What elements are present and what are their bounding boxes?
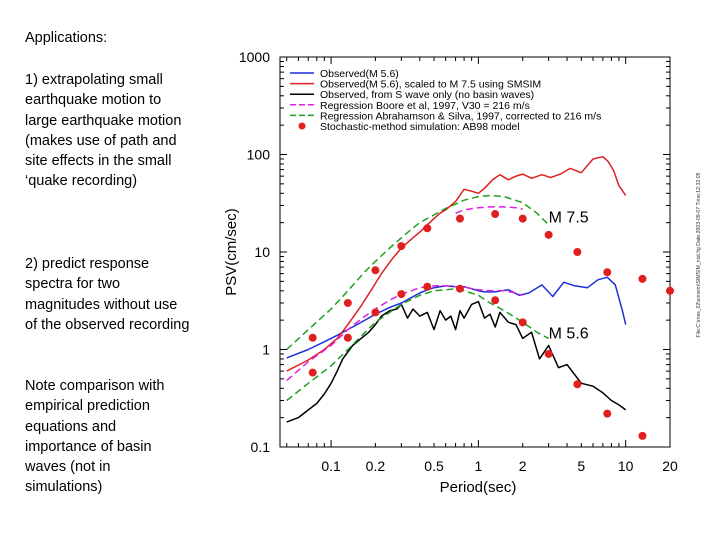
x-tick-label: 0.1 xyxy=(321,458,341,474)
series-line xyxy=(455,206,523,214)
series-group xyxy=(286,155,674,440)
data-point xyxy=(423,282,432,291)
data-point xyxy=(518,214,527,223)
y-tick-labels: 0.1 1 10 100 1000 xyxy=(239,49,270,455)
data-point xyxy=(455,284,464,293)
series-line xyxy=(286,194,550,351)
applications-heading: Applications: xyxy=(25,30,108,46)
legend-label: Observed(M 5.6) xyxy=(320,68,399,80)
x-tick-label: 0.2 xyxy=(366,458,386,474)
data-point xyxy=(638,431,647,440)
data-point xyxy=(343,333,352,342)
axis-ticks xyxy=(280,57,671,448)
x-tick-labels: 0.1 0.2 0.5 1 2 5 10 20 xyxy=(321,458,678,474)
annotation-m56: M 5.6 xyxy=(549,325,589,342)
y-tick-label: 10 xyxy=(254,244,270,260)
x-tick-label: 10 xyxy=(618,458,634,474)
data-point xyxy=(343,298,352,307)
data-point xyxy=(573,248,582,256)
series-line xyxy=(286,300,627,423)
point-2-text: 2) predict response spectra for two magn… xyxy=(25,254,190,335)
y-axis-label: PSV(cm/sec) xyxy=(223,208,240,296)
data-point xyxy=(371,266,380,275)
series-line xyxy=(286,155,627,372)
note-text: Note comparison with empirical predictio… xyxy=(25,376,190,498)
x-tick-label: 5 xyxy=(577,458,585,474)
annotation-m75: M 7.5 xyxy=(549,210,589,227)
point-1: 1) extrapolating small earthquake motion… xyxy=(25,72,182,190)
point-2: 2) predict response spectra for two magn… xyxy=(25,256,190,333)
data-point xyxy=(491,296,500,305)
data-point xyxy=(491,210,500,219)
legend-label: Stochastic-method simulation: AB98 model xyxy=(320,121,520,133)
data-point xyxy=(455,214,464,223)
file-stamp: File:C:\rnss_02\simsim\SIMSIM_nist.fig D… xyxy=(696,172,702,337)
data-point xyxy=(397,290,406,299)
x-tick-label: 1 xyxy=(474,458,482,474)
y-tick-label: 1000 xyxy=(239,49,270,65)
series-line xyxy=(286,285,523,382)
y-tick-label: 0.1 xyxy=(251,439,271,455)
x-tick-label: 20 xyxy=(662,458,678,474)
data-point xyxy=(573,380,582,389)
y-tick-label: 100 xyxy=(247,147,271,163)
note: Note comparison with empirical predictio… xyxy=(25,378,165,496)
legend-label: Observed, from S wave only (no basin wav… xyxy=(320,89,534,101)
applications-text: Applications: xyxy=(25,28,190,48)
data-point xyxy=(666,286,674,295)
x-tick-label: 2 xyxy=(519,458,527,474)
data-point xyxy=(603,268,612,277)
data-point xyxy=(544,230,553,239)
data-point xyxy=(397,242,406,251)
x-tick-label: 0.5 xyxy=(424,458,444,474)
data-point xyxy=(308,368,317,377)
data-point xyxy=(423,224,432,233)
legend: Observed(M 5.6)Observed(M 5.6), scaled t… xyxy=(290,68,601,133)
legend-marker xyxy=(298,122,306,130)
legend-label: Regression Abrahamson & Silva, 1997, cor… xyxy=(320,110,601,122)
point-1-text: 1) extrapolating small earthquake motion… xyxy=(25,70,190,192)
legend-label: Observed(M 5.6), scaled to M 7.5 using S… xyxy=(320,79,541,91)
data-point xyxy=(308,333,317,342)
series-line xyxy=(286,287,549,402)
data-point xyxy=(518,318,527,327)
data-point xyxy=(371,308,380,317)
legend-label: Regression Boore et al, 1997, V30 = 216 … xyxy=(320,100,530,112)
y-tick-label: 1 xyxy=(262,342,270,358)
data-point xyxy=(603,409,612,418)
data-point xyxy=(544,349,553,358)
x-axis-label: Period(sec) xyxy=(440,479,517,496)
data-point xyxy=(638,274,647,283)
